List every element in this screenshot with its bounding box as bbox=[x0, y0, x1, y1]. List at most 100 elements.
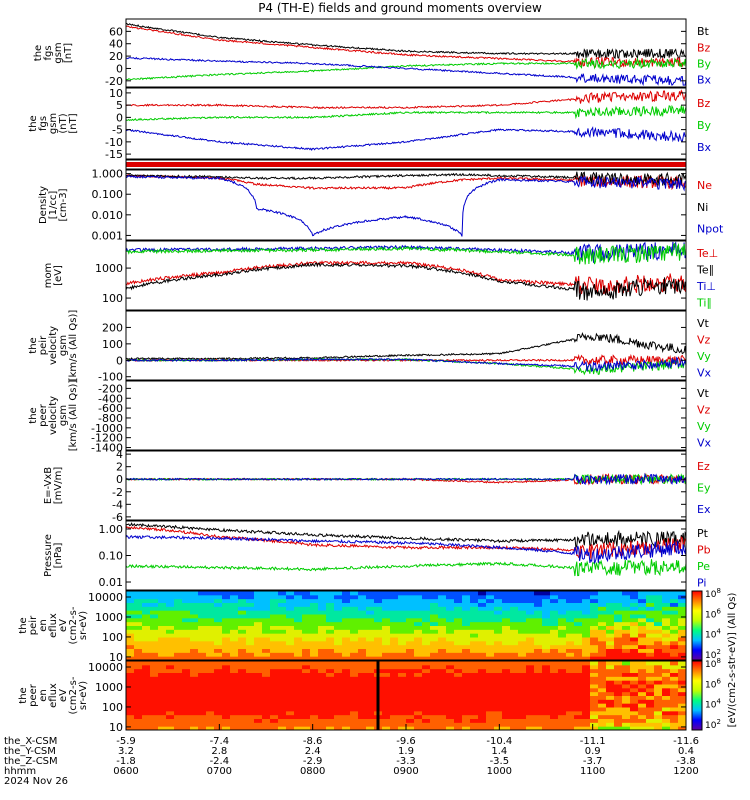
fgs_gsm_2-ylabel: thefgsgsm(nT)[nT] bbox=[28, 113, 79, 134]
legend-Ni: Ni bbox=[697, 201, 708, 214]
efield-lines bbox=[126, 472, 686, 486]
legend-Pe: Pe bbox=[697, 560, 710, 573]
series-Vt-line bbox=[126, 332, 686, 361]
efield-ylabel: E=-VxB[mV/m] bbox=[43, 467, 64, 505]
y-tick-label: 0.01 bbox=[99, 576, 124, 589]
pressure-ylabel: Pressure[nPa] bbox=[43, 534, 64, 577]
series-Bx-line bbox=[126, 56, 686, 87]
y-tick-label: 0.001 bbox=[92, 229, 124, 242]
temperature-ylabel: mom[eV] bbox=[43, 263, 64, 289]
x-row-label: the_Y-CSM bbox=[4, 746, 56, 757]
x-row-value: -3.5 bbox=[490, 756, 510, 767]
panel-peer_velocity: -200-400-600-800-1000-1200-1400 thepeerve… bbox=[28, 380, 712, 455]
y-tick-label: 0 bbox=[116, 354, 123, 367]
colorbar-tick: 106 bbox=[705, 607, 721, 620]
x-row-value: 3.2 bbox=[118, 746, 134, 757]
temperature-frame bbox=[125, 240, 687, 311]
peir_velocity-frame bbox=[125, 310, 687, 381]
legend-Ey: Ey bbox=[697, 481, 711, 494]
legend-Te⊥: Te⊥ bbox=[696, 247, 718, 260]
colorbar-tick: 104 bbox=[705, 698, 721, 711]
legend-Bz: Bz bbox=[697, 97, 711, 110]
y-tick-label: -100 bbox=[98, 371, 123, 384]
peir_velocity-ylabel: thepeirvelocitygsm[km/s (All Qs)] bbox=[28, 310, 79, 382]
x-row-label: the_X-CSM bbox=[4, 736, 57, 747]
x-row-value: -11.1 bbox=[580, 736, 606, 747]
plot-title: P4 (TH-E) fields and ground moments over… bbox=[258, 1, 542, 15]
y-tick-label: 4 bbox=[116, 448, 123, 461]
y-tick-label: -6 bbox=[112, 511, 123, 524]
panel-peir_eflux: 10000 1000 100 10 thepeirenefluxeV(cm2-s-sr-… bbox=[18, 590, 687, 664]
y-tick-label: -200 bbox=[98, 382, 123, 395]
series-Vx-line bbox=[126, 356, 686, 373]
legend-By: By bbox=[697, 119, 712, 132]
colorbar-bottom bbox=[691, 660, 703, 731]
legend-Vy: Vy bbox=[697, 350, 711, 363]
y-tick-label: -600 bbox=[98, 402, 123, 415]
fgs_gsm_2-lines bbox=[126, 89, 686, 151]
x-row-value: -3.7 bbox=[583, 756, 603, 767]
series-By-line bbox=[126, 104, 686, 122]
y-tick-label: 100 bbox=[102, 338, 123, 351]
y-tick-label: 0 bbox=[116, 111, 123, 124]
x-row-value: -10.4 bbox=[486, 736, 512, 747]
colorbar-tick: 108 bbox=[705, 587, 721, 600]
efield-frame bbox=[125, 450, 687, 521]
legend-Vt: Vt bbox=[697, 317, 710, 330]
colorbar-label: [eV/(cm2-s-str-eV)] (All Qs) bbox=[727, 592, 738, 727]
series-Npot-line bbox=[126, 175, 686, 237]
legend-Te∥: Te∥ bbox=[696, 264, 714, 277]
colorbar-top bbox=[691, 590, 703, 661]
colorbar-tick: 102 bbox=[705, 718, 721, 731]
legend-Ex: Ex bbox=[697, 503, 711, 516]
y-tick-label: 0.10 bbox=[99, 550, 124, 563]
y-tick-label: 10 bbox=[109, 651, 123, 664]
panel-mode-bar bbox=[125, 159, 687, 170]
y-tick-label: -2 bbox=[112, 486, 123, 499]
panel-pressure: 1.00 0.10 0.01 Pressure[nPa] Pt Pb Pe Pi bbox=[43, 520, 711, 591]
y-tick-label: 200 bbox=[102, 321, 123, 334]
y-tick-label: 0.100 bbox=[92, 188, 124, 201]
y-tick-label: 1000 bbox=[95, 681, 123, 694]
y-tick-label: 0 bbox=[116, 62, 123, 75]
y-tick-label: -1000 bbox=[91, 422, 123, 435]
series-Ti∥-line bbox=[126, 242, 686, 265]
x-row-value: 0900 bbox=[393, 766, 418, 777]
panel-efield: 420-2-4-6 E=-VxB[mV/m] Ez Ey Ex bbox=[43, 448, 711, 524]
legend-Pt: Pt bbox=[697, 527, 709, 540]
peer_velocity-ylabel: thepeervelocitygsm[km/s (All Qs)] bbox=[28, 380, 79, 452]
x-row-value: -2.9 bbox=[303, 756, 323, 767]
y-tick-label: -4 bbox=[112, 498, 123, 511]
series-Pt-line bbox=[126, 522, 686, 548]
series-Bx-line bbox=[126, 126, 686, 151]
y-tick-label: 60 bbox=[109, 25, 123, 38]
series-Ex-line bbox=[126, 472, 686, 486]
series-By-line bbox=[126, 57, 686, 81]
temperature-lines bbox=[126, 241, 686, 301]
y-tick-label: -1400 bbox=[91, 442, 123, 455]
x-row-value: 0800 bbox=[300, 766, 325, 777]
y-tick-label: 40 bbox=[109, 38, 123, 51]
legend-Bt: Bt bbox=[697, 25, 710, 38]
x-row-value: -2.4 bbox=[210, 756, 230, 767]
peir_eflux-ylabel: thepeirenefluxeV(cm2-s-sr-eV) bbox=[18, 606, 89, 644]
legend-Vx: Vx bbox=[697, 367, 712, 380]
x-row-value: 1200 bbox=[673, 766, 698, 777]
legend-Vy: Vy bbox=[697, 420, 711, 433]
peir_velocity-lines bbox=[126, 332, 686, 376]
y-tick-label: 1.000 bbox=[92, 168, 124, 181]
panel-peer_eflux: 10000 1000 100 10 thepeerenefluxeV(cm2-s-sr-… bbox=[18, 660, 687, 734]
legend-By: By bbox=[697, 57, 712, 70]
fgs_gsm_1-lines bbox=[126, 22, 686, 87]
legend-Bz: Bz bbox=[697, 41, 711, 54]
y-tick-label: 10000 bbox=[88, 661, 123, 674]
panel-peir_velocity: 200 100 0 -100 thepeirvelocitygsm[km/s (All … bbox=[28, 310, 712, 384]
legend-Ne: Ne bbox=[697, 179, 712, 192]
x-row-value: 2.8 bbox=[211, 746, 227, 757]
x-row-value: -5.9 bbox=[116, 736, 136, 747]
x-row-value: 0600 bbox=[113, 766, 138, 777]
y-tick-label: 0 bbox=[116, 473, 123, 486]
